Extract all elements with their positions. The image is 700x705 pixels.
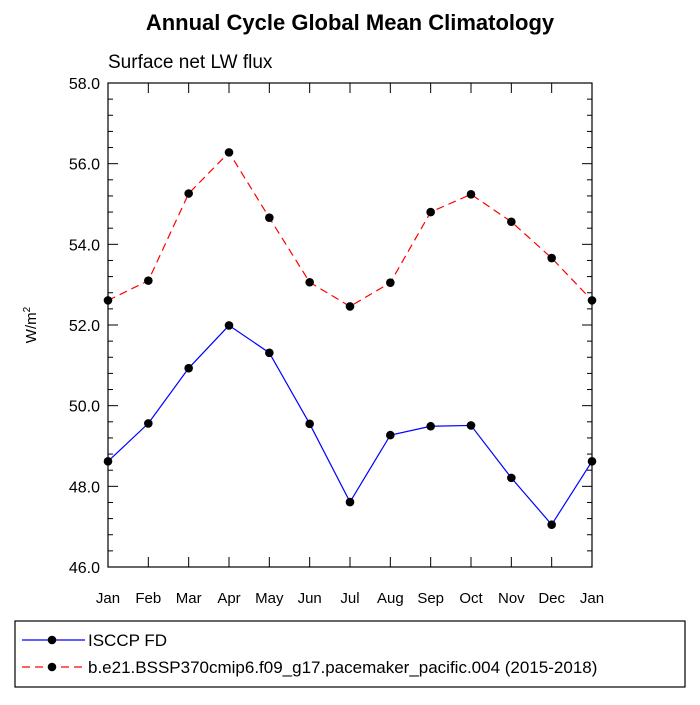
series-layer: [103, 148, 597, 529]
legend-marker: [47, 635, 57, 645]
data-point: [466, 190, 476, 199]
y-tick-label: 54.0: [69, 237, 100, 254]
y-axis-label-unit: W/m: [23, 312, 40, 343]
data-point: [587, 457, 597, 466]
series-line-1: [107, 324, 593, 526]
data-point: [426, 207, 435, 217]
data-point: [103, 457, 113, 466]
y-tick-labels: 46.0 48.0 50.0 52.0 54.0 56.0 58.0: [69, 76, 100, 577]
data-point: [547, 520, 556, 529]
y-axis-label-superscript: 2: [22, 306, 33, 312]
legend-marker: [47, 662, 57, 672]
data-point: [265, 348, 274, 358]
axis-ticks: [107, 82, 593, 568]
y-tick-label: 56.0: [69, 157, 100, 174]
legend: ISCCP FD b.e21.BSSP370cmip6.f09_g17.pacem…: [22, 631, 597, 677]
data-point: [587, 296, 597, 305]
data-point: [305, 277, 314, 287]
y-tick-label: 48.0: [69, 479, 100, 496]
x-tick-label: Nov: [498, 590, 525, 607]
x-tick-label: Aug: [377, 590, 404, 607]
data-point: [305, 419, 314, 429]
x-tick-labels: Jan Feb Mar Apr May Jun Jul Aug Sep Oct Nov Dec Jan: [96, 590, 604, 607]
data-point: [265, 213, 274, 223]
data-point: [144, 419, 153, 428]
y-tick-label: 50.0: [69, 399, 100, 416]
plot-frame: [107, 82, 593, 568]
y-tick-label: 52.0: [69, 318, 100, 335]
data-point: [345, 302, 355, 311]
x-tick-label: Sep: [417, 590, 444, 607]
x-tick-label: Dec: [538, 590, 565, 607]
legend-box: [14, 620, 686, 688]
data-point: [507, 473, 516, 483]
data-point: [184, 189, 193, 198]
data-point: [547, 253, 556, 263]
data-point: [386, 278, 395, 287]
data-point: [426, 421, 435, 431]
data-point: [507, 217, 516, 227]
x-tick-label: Jan: [580, 590, 604, 607]
legend-label: ISCCP FD: [88, 631, 167, 650]
x-tick-label: Oct: [459, 590, 483, 607]
chart-title: Annual Cycle Global Mean Climatology: [146, 10, 555, 35]
y-tick-label: 46.0: [69, 560, 100, 577]
data-point: [103, 296, 113, 305]
y-axis-label: W/m2: [22, 306, 40, 343]
x-tick-label: Jul: [340, 590, 359, 607]
chart-subtitle: Surface net LW flux: [108, 52, 273, 73]
x-tick-label: May: [255, 590, 284, 607]
data-point: [184, 363, 193, 373]
data-point: [224, 148, 234, 157]
x-tick-label: Mar: [176, 590, 202, 607]
y-tick-label: 58.0: [69, 76, 100, 93]
data-point: [345, 497, 355, 507]
legend-label: b.e21.BSSP370cmip6.f09_g17.pacemaker_pac…: [88, 658, 597, 677]
data-point: [386, 430, 395, 440]
data-point: [466, 421, 476, 430]
data-point: [144, 276, 153, 285]
x-tick-label: Jan: [96, 590, 120, 607]
x-tick-label: Apr: [217, 590, 240, 607]
data-point: [224, 321, 234, 330]
x-tick-label: Feb: [135, 590, 161, 607]
x-tick-label: Jun: [298, 590, 322, 607]
series-line-2: [107, 151, 593, 308]
